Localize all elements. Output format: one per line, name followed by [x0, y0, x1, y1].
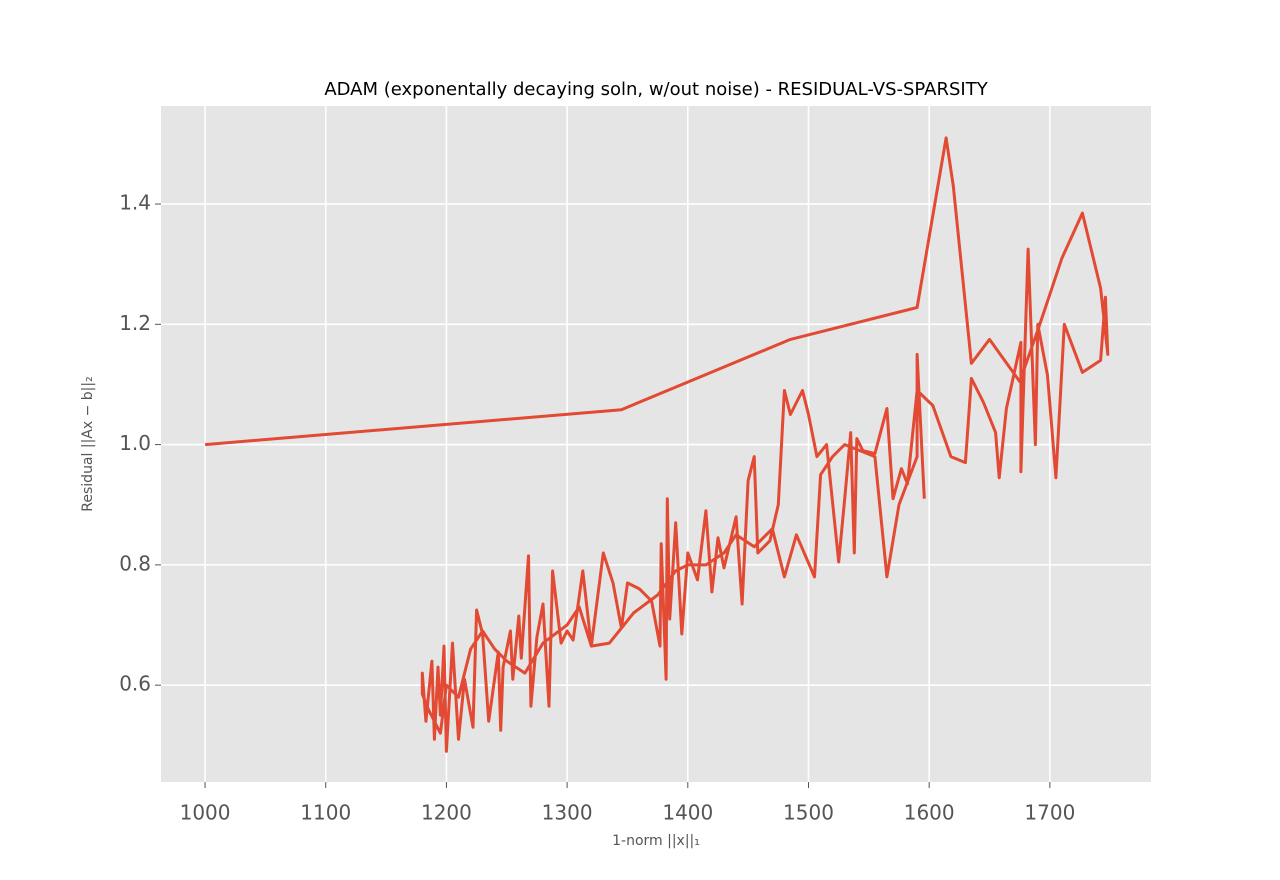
x-tick-label: 1600: [904, 801, 955, 825]
x-tick-label: 1100: [300, 801, 351, 825]
y-axis-label: Residual ||Ax − b||₂: [80, 376, 96, 511]
x-axis-label: 1-norm ||x||₁: [612, 833, 700, 849]
y-tick-label: 1.2: [119, 311, 151, 335]
y-tick-label: 1.4: [119, 191, 151, 215]
x-tick-label: 1300: [542, 801, 593, 825]
y-tick-label: 0.6: [119, 672, 151, 696]
chart-title: ADAM (exponentally decaying soln, w/out …: [324, 79, 988, 100]
y-tick-label: 1.0: [119, 431, 151, 455]
x-tick-label: 1200: [421, 801, 472, 825]
x-tick-label: 1700: [1024, 801, 1075, 825]
x-tick-label: 1400: [662, 801, 713, 825]
y-tick-label: 0.8: [119, 551, 151, 575]
data-line: [204, 136, 1110, 753]
x-tick-label: 1000: [180, 801, 231, 825]
x-tick-label: 1500: [783, 801, 834, 825]
